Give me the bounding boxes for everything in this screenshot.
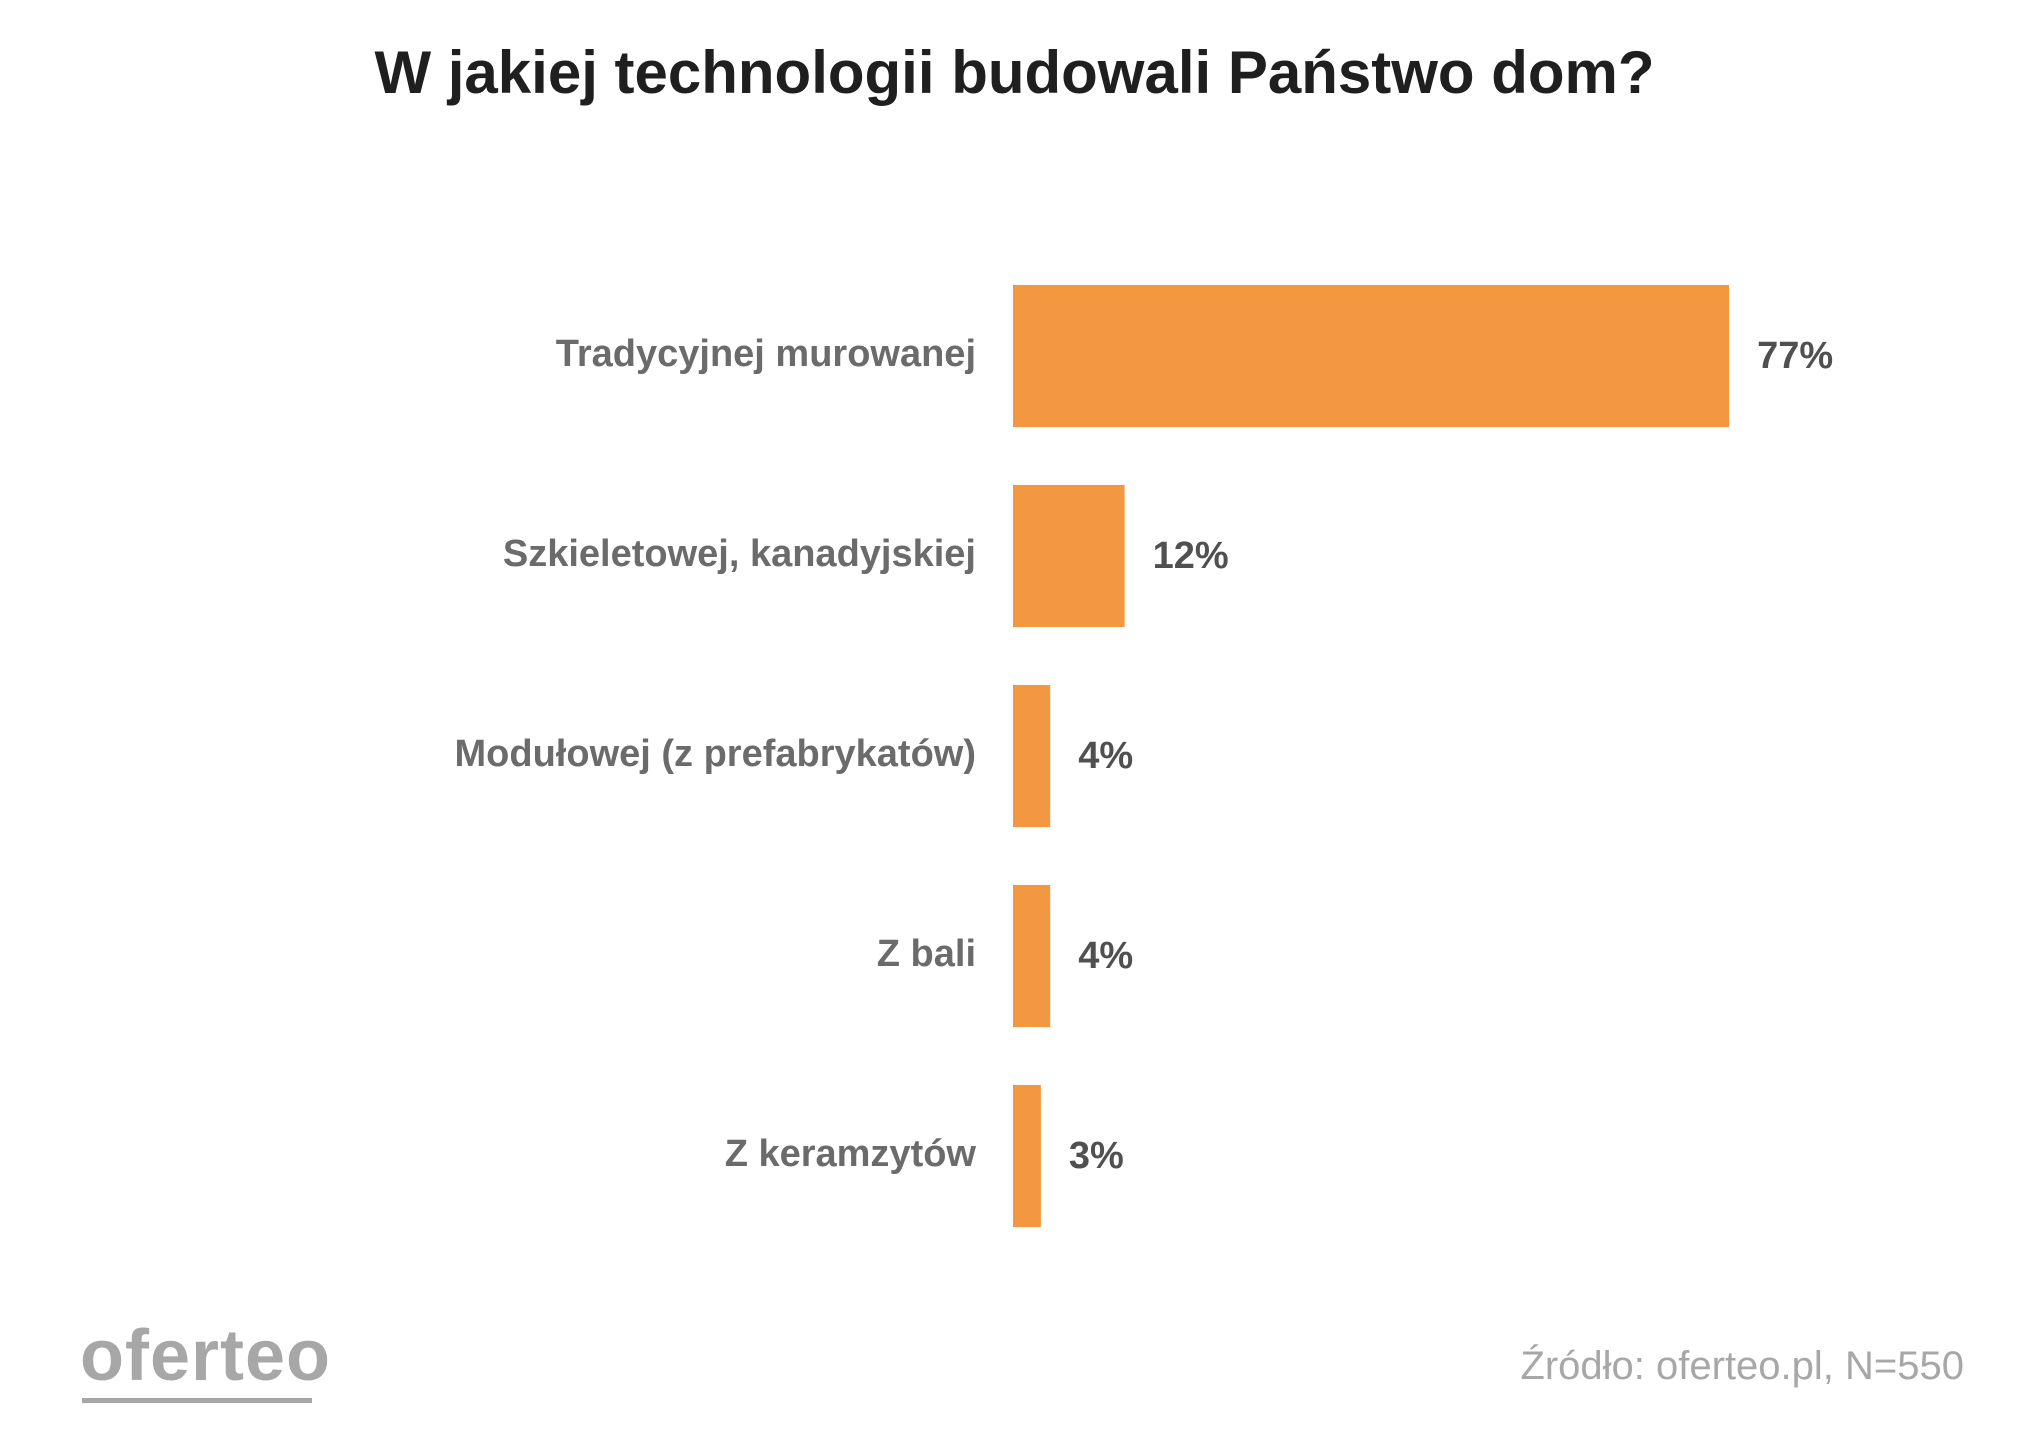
bar-4 xyxy=(1013,885,1051,1027)
bar-2 xyxy=(1013,485,1125,627)
value-label-3: 4% xyxy=(1078,735,1133,777)
bar-1 xyxy=(1013,285,1730,427)
source-note: Źródło: oferteo.pl, N=550 xyxy=(1520,1344,1964,1388)
category-label-2: Szkieletowej, kanadyjskiej xyxy=(503,533,976,575)
category-label-3: Modułowej (z prefabrykatów) xyxy=(455,733,976,775)
chart-title: W jakiej technologii budowali Państwo do… xyxy=(374,39,1655,106)
value-label-1: 77% xyxy=(1757,335,1833,377)
value-labels-group: 77% 12% 4% 4% 3% xyxy=(1069,335,1833,1177)
category-label-5: Z keramzytów xyxy=(725,1133,977,1175)
value-label-5: 3% xyxy=(1069,1135,1124,1177)
category-label-1: Tradycyjnej murowanej xyxy=(556,333,976,375)
value-label-4: 4% xyxy=(1078,935,1133,977)
category-labels-group: Tradycyjnej murowanej Szkieletowej, kanad… xyxy=(455,333,977,1175)
bars-group xyxy=(1013,285,1730,1227)
logo-underline xyxy=(82,1398,312,1403)
value-label-2: 12% xyxy=(1153,535,1229,577)
category-label-4: Z bali xyxy=(877,933,976,975)
bar-3 xyxy=(1013,685,1051,827)
bar-5 xyxy=(1013,1085,1041,1227)
oferteo-logo: oferteo xyxy=(80,1316,332,1396)
